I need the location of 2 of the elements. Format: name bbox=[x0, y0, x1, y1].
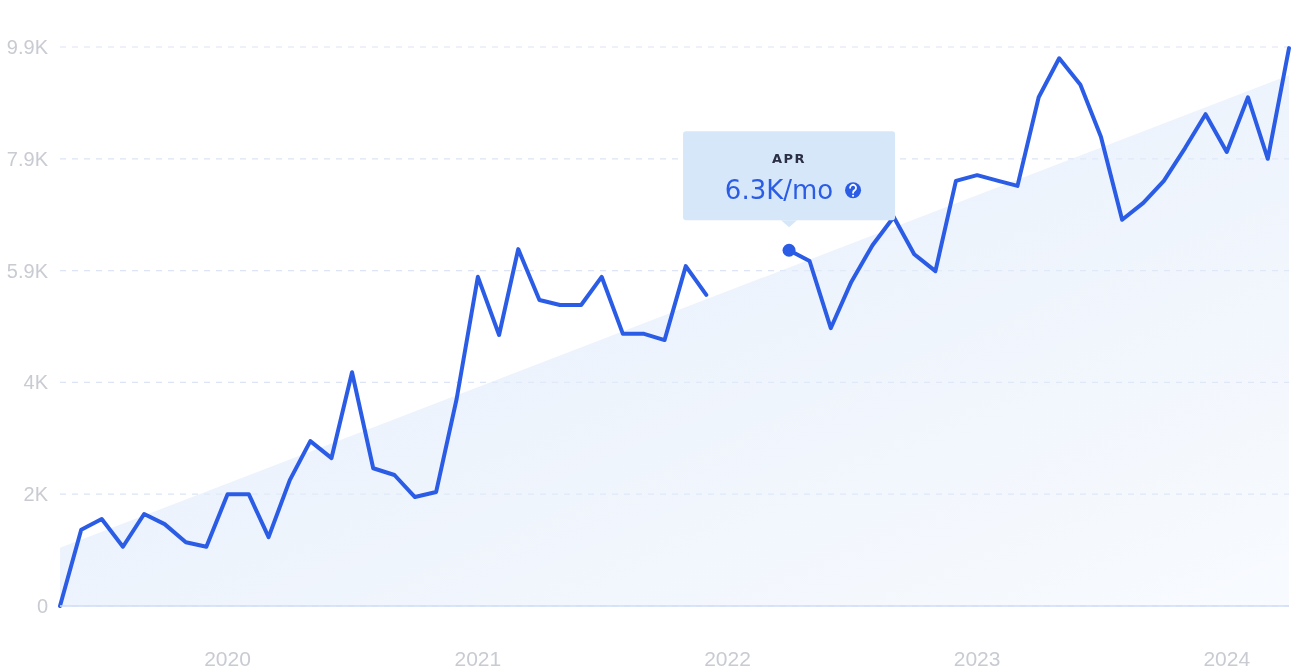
annotation: 6.3K/mo bbox=[724, 175, 834, 206]
annotation: APR bbox=[772, 151, 807, 167]
